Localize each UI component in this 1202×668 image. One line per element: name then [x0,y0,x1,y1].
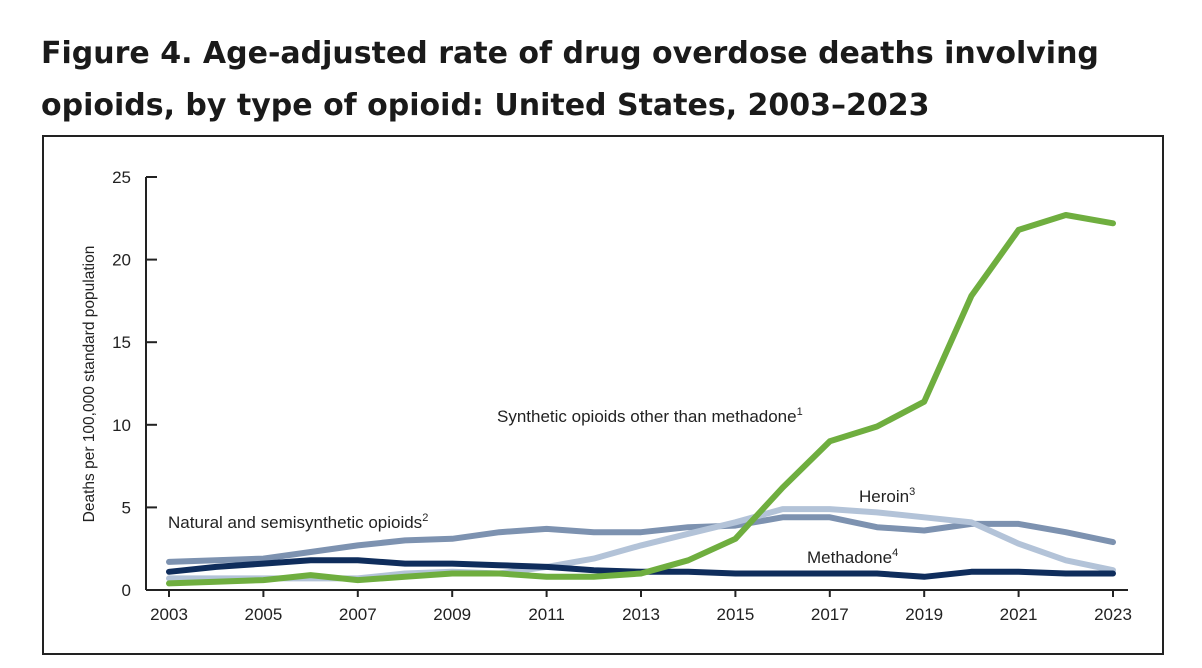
x-tick-label: 2009 [433,605,471,624]
x-tick-label: 2011 [528,605,565,624]
y-tick-label: 0 [122,581,131,600]
x-tick-label: 2015 [716,605,754,624]
figure-title-line-1: Figure 4. Age-adjusted rate of drug over… [41,36,1099,71]
figure-title: Figure 4. Age-adjusted rate of drug over… [41,28,1161,132]
chart-frame [42,135,1164,655]
series-label-heroin: Heroin3 [859,486,915,506]
series-label-synthetic-opioids-other-than-methadone: Synthetic opioids other than methadone1 [497,406,803,426]
axes: 0 5 10 15 20 25 2003 2005 2007 2009 2011 2013 2015 20… [81,168,1132,624]
x-tick-label: 2017 [811,605,849,624]
figure-title-line-2: opioids, by type of opioid: United State… [41,88,930,123]
series-line-synthetic-opioids-other-than-methadone [166,212,1116,587]
y-tick-label: 5 [122,498,131,517]
series-labels: Natural and semisynthetic opioids2 Heroin… [168,406,915,567]
y-tick-label: 10 [112,416,131,435]
y-tick-label: 15 [112,333,131,352]
x-tick-label: 2003 [150,605,188,624]
series-lines [166,212,1116,587]
series-label-methadone: Methadone4 [807,547,898,567]
y-tick-label: 20 [112,251,131,270]
x-tick-label: 2013 [622,605,660,624]
x-tick-label: 2021 [1000,605,1038,624]
y-axis-title: Deaths per 100,000 standard population [81,246,98,523]
y-tick-label: 25 [112,168,131,187]
series-label-natural-and-semisynthetic-opioids: Natural and semisynthetic opioids2 [168,512,428,532]
x-tick-label: 2019 [905,605,943,624]
series-line-natural-and-semisynthetic-opioids [166,514,1116,565]
x-tick-label: 2023 [1094,605,1132,624]
x-tick-label: 2007 [339,605,377,624]
x-tick-label: 2005 [244,605,282,624]
